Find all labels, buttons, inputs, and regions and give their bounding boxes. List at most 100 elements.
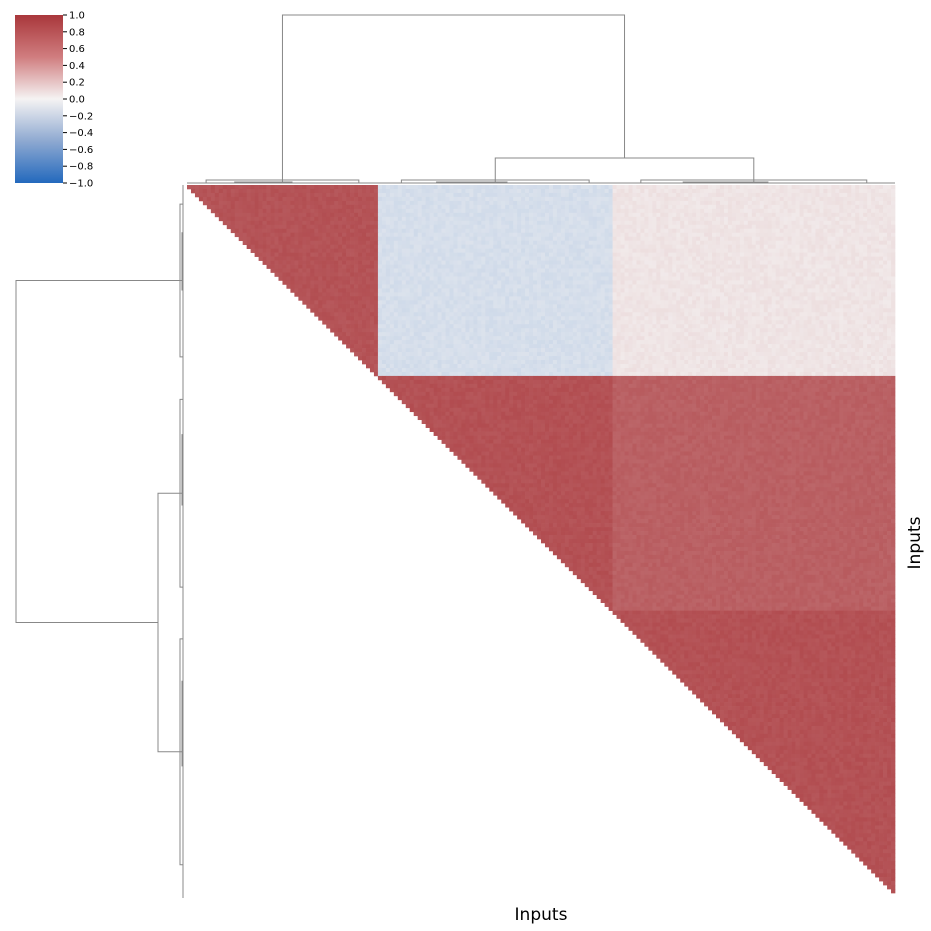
heatmap-cell [568,272,574,277]
heatmap-cell [342,232,347,238]
heatmap-cell [763,296,769,301]
heatmap-cell [600,188,605,194]
heatmap-cell [783,228,788,234]
heatmap-cell [194,188,200,194]
heatmap-cell [552,264,558,269]
heatmap-cell [222,212,228,218]
heatmap-cell [389,300,395,305]
heatmap-cell [433,284,438,289]
heatmap-cell [548,296,554,301]
heatmap-cell [783,204,788,210]
colorbar-tick-label: 0.2 [69,78,85,89]
heatmap-cell [867,292,872,297]
heatmap-cell [708,232,713,238]
heatmap-cell [369,240,375,246]
heatmap-cell [441,264,446,269]
heatmap-cell [652,188,657,194]
heatmap-cell [855,232,860,238]
heatmap-cell [668,236,673,242]
heatmap-cell [385,292,391,297]
heatmap-cell [242,196,248,202]
heatmap-cell [763,248,769,253]
heatmap-cell [362,256,367,261]
heatmap-cell [620,224,625,230]
heatmap-cell [887,208,892,214]
heatmap-cell [393,248,399,253]
heatmap-cell [381,276,387,281]
heatmap-cell [811,240,816,246]
dendrogram-link [400,179,590,183]
heatmap-cell [652,212,657,218]
heatmap-cell [843,192,848,198]
heatmap-cell [624,296,629,301]
heatmap-cell [668,208,673,214]
heatmap-cell [318,212,323,218]
dendrogram-link [157,492,183,753]
heatmap-cell [238,236,244,242]
heatmap-cell [306,244,311,249]
heatmap-cell [883,216,888,222]
heatmap-cell [648,248,653,253]
heatmap-cell [548,284,554,289]
heatmap-cell [278,220,283,226]
heatmap-cell [564,208,570,214]
heatmap-cell [624,232,629,238]
heatmap-cell [851,296,856,301]
heatmap-cell [238,216,244,222]
heatmap-cell [262,236,267,242]
heatmap-cell [811,276,816,281]
heatmap-cell [294,208,299,214]
heatmap-cell [855,244,860,249]
heatmap-cell [525,188,530,194]
heatmap-cell [835,244,840,249]
heatmap-cell [704,200,709,206]
heatmap-cell [723,196,729,202]
heatmap-cell [855,236,860,242]
heatmap-cell [688,272,693,277]
heatmap-cell [799,272,804,277]
heatmap-cell [759,240,765,246]
heatmap-cell [708,276,713,281]
heatmap-cell [676,216,681,222]
heatmap-cell [270,220,275,226]
heatmap-cell [250,204,255,210]
heatmap-cell [719,288,725,293]
heatmap-cell [322,248,327,253]
heatmap-cell [648,284,653,289]
heatmap-cell [362,300,367,305]
heatmap-cell [250,196,255,202]
heatmap-cell [346,216,351,222]
heatmap-cell [891,280,896,285]
heatmap-cell [405,188,411,194]
heatmap-cell [731,288,737,293]
heatmap-cell [636,300,641,305]
heatmap-cell [385,296,391,301]
heatmap-cell [767,236,773,242]
heatmap-cell [250,220,255,226]
heatmap-cell [473,216,478,222]
heatmap-cell [298,244,303,249]
heatmap-cell [286,232,291,238]
colorbar-tick-label: −0.4 [69,128,93,139]
heatmap-cell [735,268,741,273]
heatmap-cell [493,216,498,222]
heatmap-cell [787,276,792,281]
heatmap-cell [445,208,450,214]
heatmap-cell [552,185,558,190]
heatmap-cell [405,292,411,297]
heatmap-cell [517,240,522,246]
heatmap-cell [855,192,860,198]
heatmap-cell [819,220,824,226]
heatmap-cell [477,296,482,301]
heatmap-cell [799,252,804,257]
heatmap-cell [517,272,522,277]
heatmap-cell [859,268,864,273]
heatmap-cell [401,304,407,309]
heatmap-cell [704,196,709,202]
heatmap-cell [632,268,637,273]
heatmap-cell [425,280,430,285]
heatmap-cell [632,256,637,261]
heatmap-cell [668,196,673,202]
heatmap-cell [497,236,502,242]
heatmap-cell [314,240,319,246]
